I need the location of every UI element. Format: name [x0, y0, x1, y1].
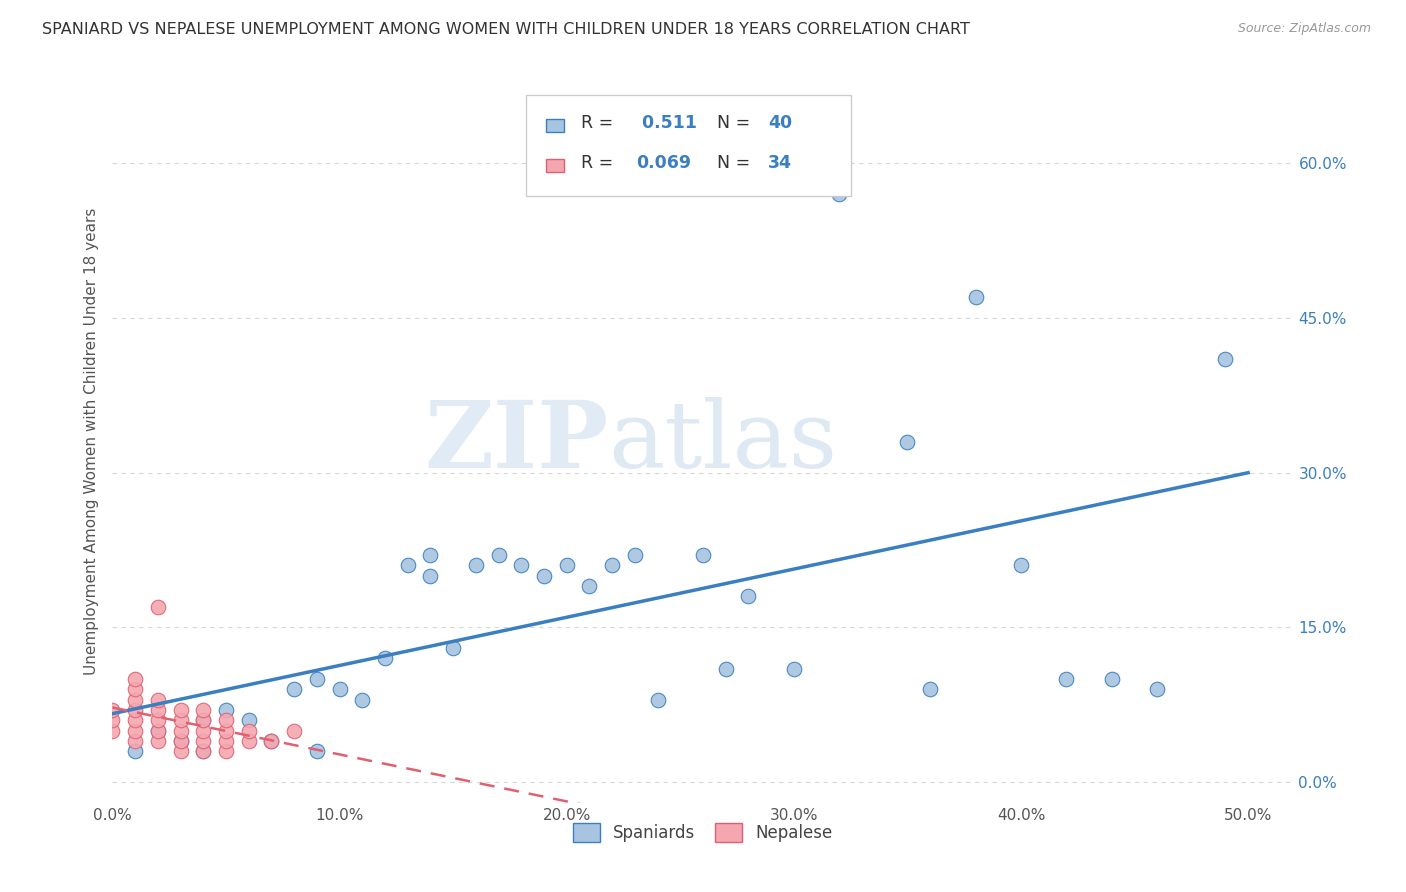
Point — [783, 662, 806, 676]
Point — [124, 734, 146, 748]
Point — [124, 723, 146, 738]
Point — [533, 568, 555, 582]
Point — [215, 723, 238, 738]
Point — [1215, 351, 1237, 366]
Point — [260, 734, 283, 748]
Point — [1010, 558, 1032, 573]
Point — [329, 682, 352, 697]
Point — [169, 744, 191, 758]
Point — [374, 651, 396, 665]
Point — [169, 734, 191, 748]
Point — [169, 734, 191, 748]
Text: ZIP: ZIP — [425, 397, 609, 486]
Point — [124, 703, 146, 717]
Y-axis label: Unemployment Among Women with Children Under 18 years: Unemployment Among Women with Children U… — [84, 208, 100, 675]
Text: 0.069: 0.069 — [636, 153, 690, 171]
Point — [169, 703, 191, 717]
Point — [101, 703, 124, 717]
Text: R =: R = — [581, 153, 619, 171]
Point — [510, 558, 533, 573]
Text: 34: 34 — [768, 153, 792, 171]
Text: N =: N = — [717, 153, 756, 171]
Legend: Spaniards, Nepalese: Spaniards, Nepalese — [567, 816, 839, 848]
Point — [169, 723, 191, 738]
Point — [124, 672, 146, 686]
Point — [124, 692, 146, 706]
Point — [305, 744, 328, 758]
Point — [714, 662, 737, 676]
Point — [215, 713, 238, 727]
Point — [624, 548, 647, 562]
Point — [193, 744, 215, 758]
Point — [396, 558, 419, 573]
Point — [146, 723, 169, 738]
Point — [146, 723, 169, 738]
Point — [215, 744, 238, 758]
Point — [555, 558, 578, 573]
Point — [193, 734, 215, 748]
Point — [260, 734, 283, 748]
Point — [146, 713, 169, 727]
Point — [600, 558, 623, 573]
Point — [146, 599, 169, 614]
Point — [124, 713, 146, 727]
Point — [124, 744, 146, 758]
Point — [965, 290, 987, 304]
Point — [193, 713, 215, 727]
Point — [193, 703, 215, 717]
Text: 40: 40 — [768, 114, 792, 132]
Point — [238, 713, 260, 727]
Point — [146, 692, 169, 706]
Point — [146, 734, 169, 748]
Point — [193, 723, 215, 738]
Point — [647, 692, 669, 706]
Text: SPANIARD VS NEPALESE UNEMPLOYMENT AMONG WOMEN WITH CHILDREN UNDER 18 YEARS CORRE: SPANIARD VS NEPALESE UNEMPLOYMENT AMONG … — [42, 22, 970, 37]
Point — [101, 713, 124, 727]
Point — [238, 723, 260, 738]
FancyBboxPatch shape — [526, 95, 851, 196]
Point — [419, 568, 441, 582]
Point — [578, 579, 600, 593]
Point — [737, 590, 759, 604]
Point — [215, 734, 238, 748]
Point — [920, 682, 942, 697]
Point — [441, 640, 464, 655]
Point — [124, 682, 146, 697]
Point — [1101, 672, 1123, 686]
Point — [283, 723, 305, 738]
Point — [238, 734, 260, 748]
Text: 0.511: 0.511 — [636, 114, 697, 132]
Point — [169, 713, 191, 727]
Point — [193, 744, 215, 758]
Point — [101, 723, 124, 738]
Point — [464, 558, 486, 573]
Point — [352, 692, 374, 706]
Point — [419, 548, 441, 562]
Text: Source: ZipAtlas.com: Source: ZipAtlas.com — [1237, 22, 1371, 36]
Point — [146, 703, 169, 717]
Point — [488, 548, 510, 562]
Point — [896, 434, 918, 449]
Point — [692, 548, 714, 562]
Point — [1054, 672, 1077, 686]
Point — [215, 703, 238, 717]
Text: R =: R = — [581, 114, 619, 132]
Bar — [546, 159, 564, 172]
Bar — [546, 120, 564, 132]
Point — [828, 186, 851, 201]
Point — [305, 672, 328, 686]
Point — [1146, 682, 1168, 697]
Text: N =: N = — [717, 114, 756, 132]
Text: atlas: atlas — [609, 397, 838, 486]
Point — [193, 713, 215, 727]
Point — [283, 682, 305, 697]
